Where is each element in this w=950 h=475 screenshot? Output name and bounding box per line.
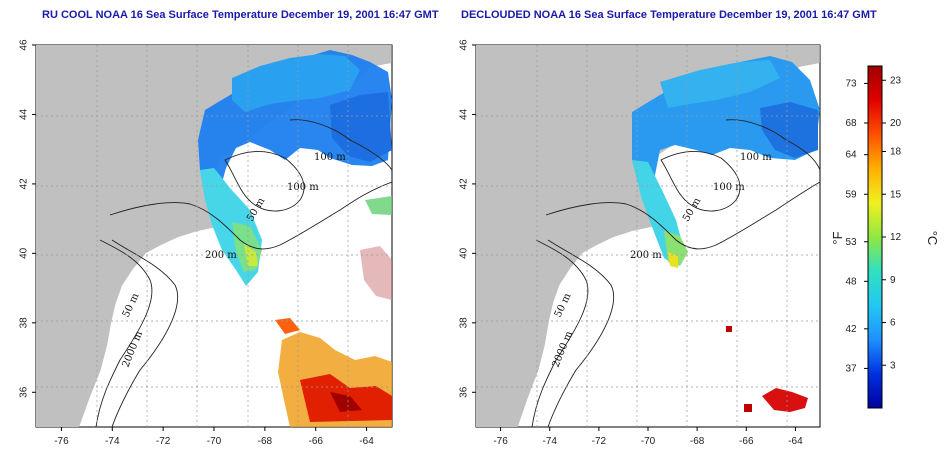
lat-tick-label: 46 (19, 39, 30, 51)
lon-tick-label: -74 (542, 436, 557, 447)
celsius-unit-label: °C (925, 231, 940, 246)
celsius-tick-label: 6 (890, 318, 896, 329)
lon-tick-label: -64 (788, 436, 803, 447)
fahrenheit-tick-label: 48 (845, 276, 857, 287)
lat-tick-label: 38 (19, 317, 30, 329)
map-panel-left: 100 m 100 m 50 m 200 m 50 m 2000 m (35, 44, 393, 428)
contour-label: 100 m (287, 182, 319, 193)
celsius-tick-label: 15 (890, 189, 902, 200)
celsius-tick-label: 12 (890, 232, 902, 243)
lon-tick-label: -68 (258, 436, 273, 447)
fahrenheit-tick-label: 42 (845, 324, 857, 335)
colorbar: 23 20 18 15 12 9 6 3 73 68 64 59 53 48 42 37 °F °C (830, 65, 940, 409)
lon-tick-label: -70 (207, 436, 222, 447)
celsius-tick-label: 18 (890, 147, 902, 158)
sst-warm-patches-right (726, 326, 808, 412)
map-panel-right: 100 m 100 m 50 m 200 m 50 m 2000 m (475, 44, 821, 428)
graticule-left (36, 45, 392, 427)
lat-tick-label: 36 (19, 386, 30, 398)
contour-label: 100 m (740, 152, 772, 163)
lon-tick-label: -76 (54, 436, 69, 447)
fahrenheit-tick-label: 68 (845, 118, 857, 129)
contour-label: 100 m (713, 182, 745, 193)
lat-tick-label: 38 (459, 317, 470, 329)
lon-tick-label: -66 (308, 436, 323, 447)
lon-tick-label: -74 (105, 436, 120, 447)
lon-tick-label: -72 (156, 436, 171, 447)
lat-tick-label: 44 (459, 108, 470, 120)
sst-swath-left (198, 50, 392, 286)
fahrenheit-tick-label: 73 (845, 78, 857, 89)
contour-label: 100 m (314, 152, 346, 163)
lon-tick-label: -70 (641, 436, 656, 447)
lon-tick-label: -64 (359, 436, 374, 447)
fahrenheit-tick-label: 37 (845, 363, 857, 374)
lat-tick-label: 44 (19, 108, 30, 120)
celsius-tick-label: 23 (890, 75, 902, 86)
contour-label: 200 m (630, 250, 662, 261)
graticule-right (476, 45, 820, 427)
fahrenheit-unit-label: °F (830, 231, 845, 244)
lat-tick-label: 40 (459, 247, 470, 259)
lat-tick-label: 42 (19, 178, 30, 190)
lat-tick-label: 46 (459, 39, 470, 51)
celsius-tick-label: 20 (890, 118, 902, 129)
bathymetry-contours-left (95, 119, 392, 427)
fahrenheit-tick-label: 64 (845, 150, 857, 161)
contour-label: 200 m (205, 250, 237, 261)
fahrenheit-tick-label: 53 (845, 237, 857, 248)
lat-tick-label: 40 (19, 247, 30, 259)
celsius-tick-label: 9 (890, 275, 896, 286)
map-title-left: RU COOL NOAA 16 Sea Surface Temperature … (42, 9, 439, 21)
lon-tick-label: -72 (592, 436, 607, 447)
bathymetry-contours-right (531, 119, 820, 427)
lon-tick-label: -68 (690, 436, 705, 447)
lon-tick-label: -66 (739, 436, 754, 447)
lat-tick-label: 36 (459, 386, 470, 398)
axes: -76 -74 -72 -70 -68 -66 -64 36 38 40 42 44 46 -76 -74 -… (19, 39, 803, 447)
colorbar-scale (867, 65, 883, 409)
sst-warm-patches-left (275, 196, 392, 427)
lon-tick-label: -76 (493, 436, 508, 447)
lat-tick-label: 42 (459, 178, 470, 190)
celsius-tick-label: 3 (890, 360, 896, 371)
map-title-right: DECLOUDED NOAA 16 Sea Surface Temperatur… (461, 9, 877, 21)
sst-swath-right (632, 56, 820, 268)
fahrenheit-tick-label: 59 (845, 189, 857, 200)
